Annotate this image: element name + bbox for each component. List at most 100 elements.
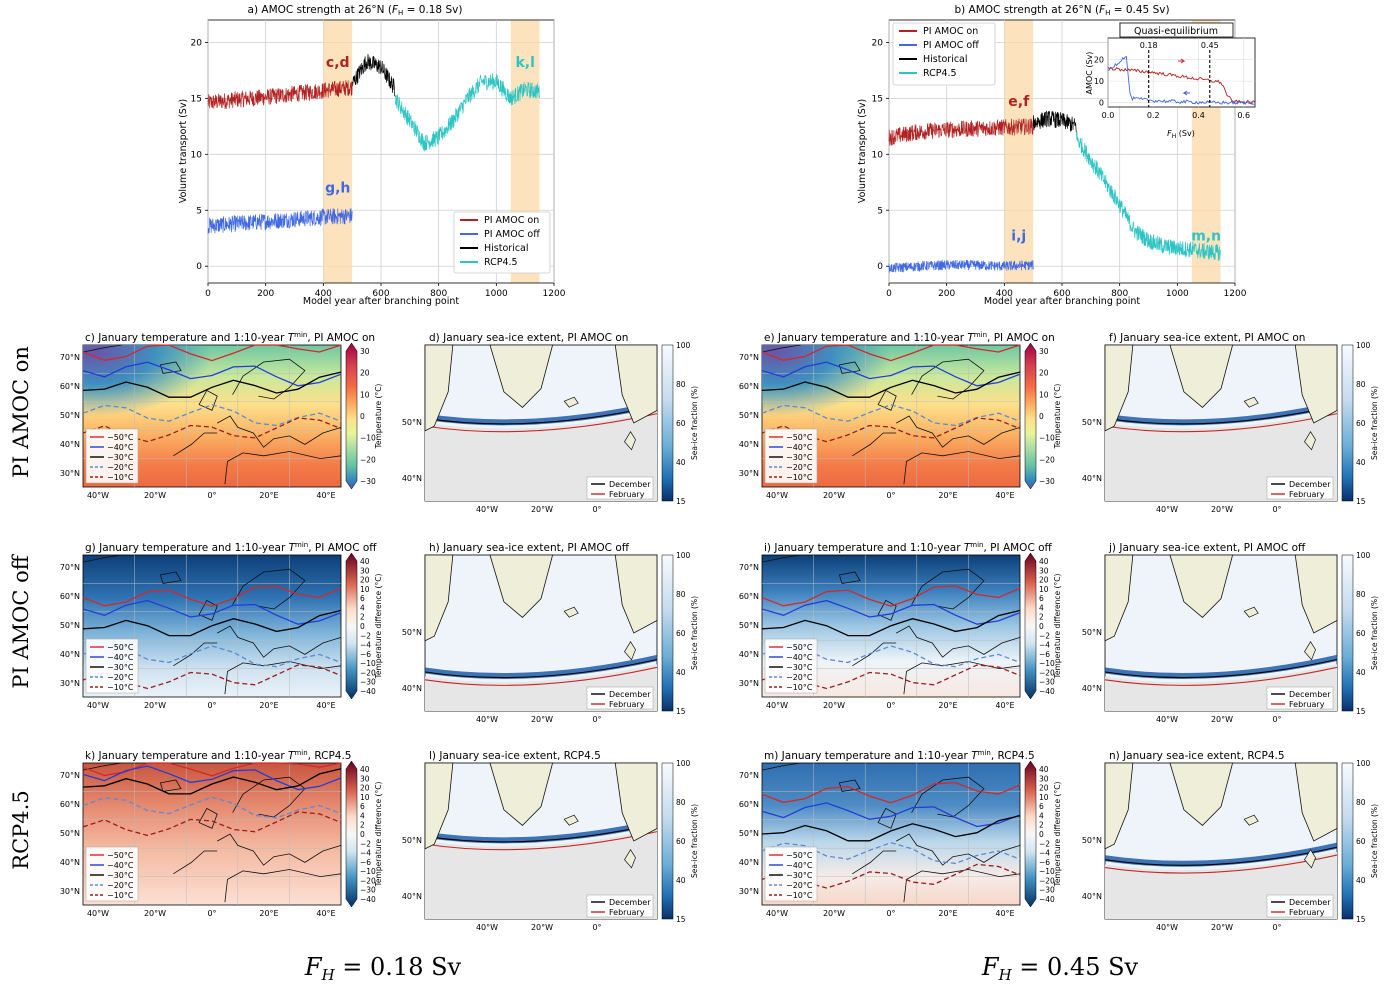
x-tick-label: 400 [315,289,332,299]
colorbar-label: Sea-ice fraction (%) [1370,386,1379,460]
ice-legend-label: February [609,908,645,917]
colorbar-label: Temperature (°C) [1053,384,1062,450]
coastline [838,779,861,792]
chart-a-title: a) AMOC strength at 26°N (FH = 0.18 Sv) [248,4,463,17]
contour-legend-label: −30°C [107,453,134,462]
inset-series-pi-amoc-on [1107,66,1256,105]
difference-colorbar [345,760,358,908]
contour-legend-label: −10°C [786,891,813,900]
colorbar-tick: −6 [360,650,371,659]
legend-label: Historical [923,54,968,65]
polar-lon-tick: 40°W [476,923,498,932]
ice-legend-label: December [1289,690,1331,699]
december-ice-edge [1104,405,1338,425]
colorbar-tick: −20 [1039,455,1055,464]
contour-legend-label: −50°C [107,433,134,442]
coastline [173,432,218,457]
contour-line [82,361,342,387]
inset-arrow-left [1182,90,1190,96]
contour-legend-label: −40°C [107,861,134,870]
contour-legend-label: −30°C [786,871,813,880]
polar-lat-tick: 50°N [1082,418,1102,427]
polar-lon-tick: 0° [1272,923,1281,932]
chart-a-xlabel: Model year after branching point [303,296,459,307]
canada-landmass [1104,554,1134,642]
canada-landmass [1104,344,1134,432]
period-annotation: i,j [1011,228,1026,244]
iceland-landmass [1243,396,1259,408]
lat-tick: 40°N [739,858,759,867]
coastline [896,625,1021,658]
colorbar-tick: 6 [360,594,365,603]
contour-legend-label: −10°C [786,473,813,482]
lat-tick: 70°N [739,563,759,572]
colorbar-tick: −4 [360,849,371,858]
contour-legend-label: −20°C [107,673,134,682]
inset-x-tick: 0.4 [1192,111,1205,120]
map-panel-f: f) January sea-ice extent, PI AMOC on Dec… [1082,332,1379,514]
lon-tick: 40°W [87,909,109,918]
colorbar-tick: −2 [1039,839,1050,848]
ice-legend-label: December [1289,480,1331,489]
contour-legend-label: −50°C [107,643,134,652]
february-ice-edge [424,666,658,686]
canada-landmass [424,762,454,850]
colorbar-tick: 0 [360,830,365,839]
ice-edge-band [1104,655,1338,679]
coastline [232,358,306,400]
scandinavia-landmass [614,762,658,842]
coastline [838,571,861,584]
chart-a-ylabel: Volume transport (Sv) [178,99,189,203]
contour-line [761,361,1021,387]
lon-tick: 40°W [87,701,109,710]
ice-legend-label: February [1289,700,1325,709]
x-tick-label: 800 [1111,289,1128,299]
colorbar-tick: −30 [360,678,376,687]
colorbar-tick: 15 [1356,707,1366,716]
colorbar-label: Sea-ice fraction (%) [1370,596,1379,670]
scandinavia-landmass [1294,762,1338,842]
map-panel-k: k) January temperature and 1:10-year Tmi… [60,749,383,918]
map-panel-h: h) January sea-ice extent, PI AMOC off De… [402,542,699,724]
lat-tick: 60°N [739,382,759,391]
colorbar-label: Temperature difference (°C) [1053,782,1062,888]
polar-lat-tick: 40°N [1082,892,1102,901]
colorbar-tick: 20 [360,784,370,793]
contour-legend-label: −50°C [786,643,813,652]
map-title-d: d) January sea-ice extent, PI AMOC on [429,332,628,344]
colorbar-tick: −2 [360,839,371,848]
difference-colorbar [345,552,358,700]
lat-tick: 50°N [60,829,80,838]
map-panel-d: d) January sea-ice extent, PI AMOC on Dec… [402,332,699,514]
map-panel-e: e) January temperature and 1:10-year Tmi… [739,331,1062,500]
contour-legend-label: −40°C [107,653,134,662]
canada-landmass [1104,762,1134,850]
coastline [896,833,1021,866]
difference-colorbar [1024,760,1037,908]
colorbar-tick: 10 [360,793,370,802]
lon-tick: 20°W [823,909,845,918]
february-ice-edge [424,413,658,433]
coastline [903,451,1021,485]
february-ice-edge [1104,666,1338,686]
colorbar-tick: −10 [360,659,376,668]
coastline [173,642,218,667]
colorbar-label: Temperature (°C) [374,384,383,450]
iceland-landmass [563,606,579,618]
colorbar-tick: −10 [360,434,376,443]
coastline [232,776,306,818]
greenland-landmass [489,762,554,826]
period-annotation: k,l [515,55,534,71]
colorbar-tick: −10 [1039,659,1055,668]
colorbar-tick: 10 [1039,390,1049,399]
legend-label: PI AMOC on [923,26,978,37]
period-annotation: e,f [1008,94,1030,110]
inset-marker-label: 0.18 [1140,41,1158,50]
ice-edge-band [424,401,658,426]
contour-line [761,664,1021,690]
ice-colorbar [661,762,674,920]
x-tick-label: 1000 [1166,289,1189,299]
colorbar-tick: 2 [360,821,365,830]
x-tick-label: 1200 [1224,289,1247,299]
